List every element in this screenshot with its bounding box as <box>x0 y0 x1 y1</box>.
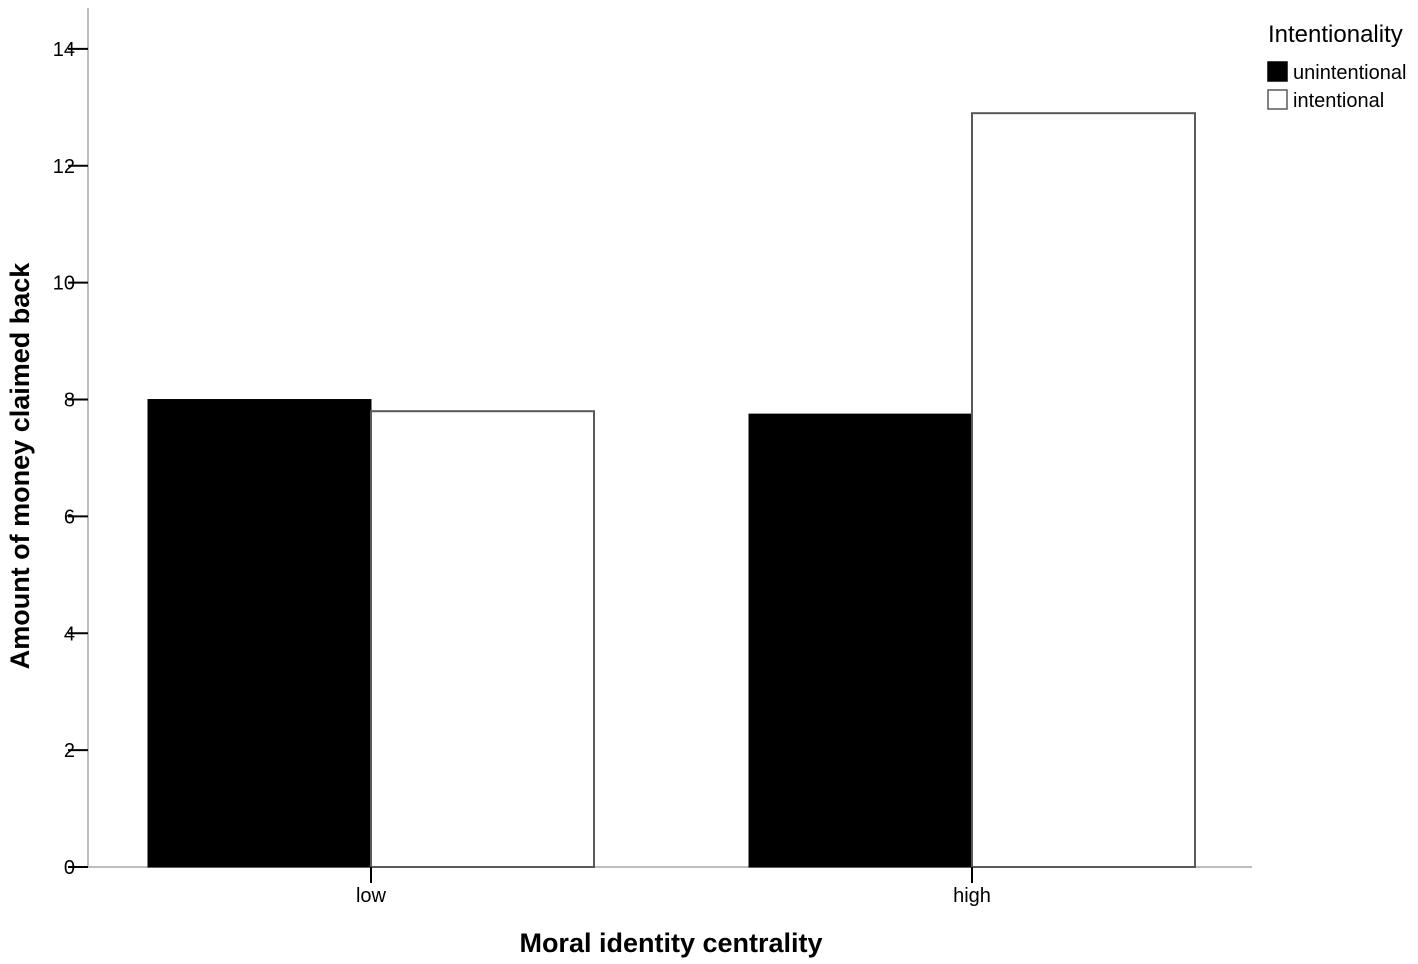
bar-intentional-low <box>370 410 595 868</box>
y-tick-label: 12 <box>53 156 75 178</box>
y-tick-label: 2 <box>64 740 75 762</box>
bar-unintentional-high <box>748 413 973 868</box>
y-tick-label: 10 <box>53 273 75 295</box>
legend-swatch-unintentional <box>1267 61 1288 82</box>
legend-swatch-intentional <box>1267 89 1288 110</box>
y-axis-title: Amount of money claimed back <box>5 262 35 670</box>
y-tick-label: 6 <box>64 506 75 528</box>
bar-intentional-high <box>971 112 1196 869</box>
y-tick-label: 0 <box>64 857 75 879</box>
y-tick-label: 14 <box>53 39 75 61</box>
x-ticks: low high <box>356 867 991 907</box>
legend: Intentionality unintentional intentional <box>1267 21 1406 112</box>
x-tick-label-high: high <box>953 885 991 907</box>
bar-unintentional-low <box>147 399 372 868</box>
legend-label-intentional: intentional <box>1293 90 1384 112</box>
legend-label-unintentional: unintentional <box>1293 62 1406 84</box>
bars <box>147 112 1196 869</box>
plot-area: 0 2 4 6 8 10 12 14 low high <box>53 8 1252 907</box>
legend-entries: unintentional intentional <box>1267 61 1406 112</box>
y-ticks: 0 2 4 6 8 10 12 14 <box>53 39 88 879</box>
x-axis-title: Moral identity centrality <box>519 928 822 958</box>
x-tick-label-low: low <box>356 885 387 907</box>
y-tick-label: 4 <box>64 623 75 645</box>
y-tick-label: 8 <box>64 390 75 412</box>
legend-title: Intentionality <box>1268 21 1403 48</box>
